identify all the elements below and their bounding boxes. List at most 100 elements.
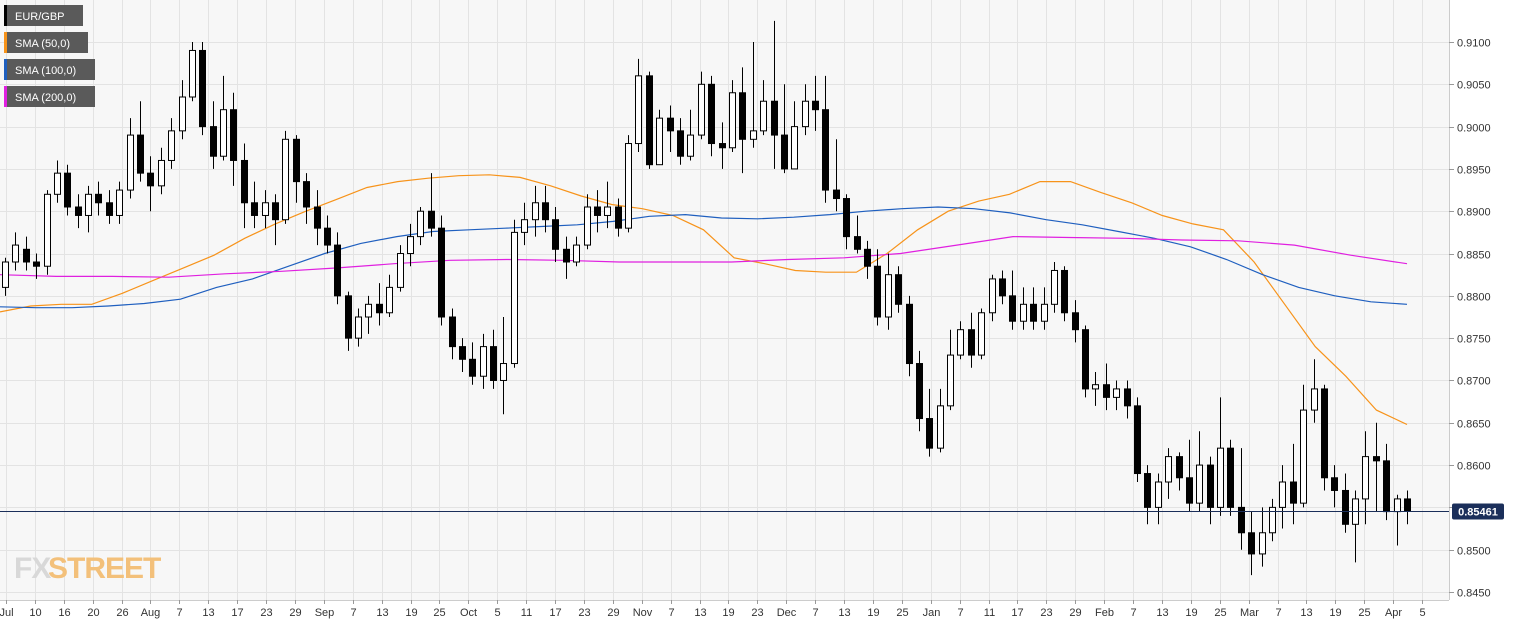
candle-body-bullish xyxy=(397,253,404,288)
candle-body-bearish xyxy=(1030,303,1037,322)
candle-body-bearish xyxy=(449,316,456,348)
legend-swatch xyxy=(4,59,7,80)
candle-body-bearish xyxy=(272,202,279,221)
candle-body-bearish xyxy=(1144,473,1151,508)
legend-label: SMA (50,0) xyxy=(15,38,70,50)
candle-body-bearish xyxy=(95,193,102,204)
candle-body-bullish xyxy=(189,49,196,98)
x-tick-label: 20 xyxy=(87,607,99,619)
candle-body-bearish xyxy=(999,278,1006,297)
candle-body-bullish xyxy=(687,134,694,157)
candle-body-bullish xyxy=(220,109,227,157)
x-tick-label: 7 xyxy=(176,607,182,619)
x-tick-label: 7 xyxy=(1275,607,1281,619)
candle-body-bearish xyxy=(781,134,788,170)
candle-body-bullish xyxy=(12,244,19,263)
candle-body-bearish xyxy=(968,329,975,356)
x-tick-label: 13 xyxy=(1156,607,1168,619)
candle-body-bullish xyxy=(1311,388,1318,411)
candle-body-bearish xyxy=(843,198,850,238)
y-tick-label: 0.9000 xyxy=(1457,123,1491,135)
candle-body-bearish xyxy=(324,227,331,246)
x-tick-label: 16 xyxy=(58,607,70,619)
candle-body-bearish xyxy=(428,210,435,229)
candle-body-bearish xyxy=(1331,477,1338,491)
candle-body-bearish xyxy=(1404,498,1411,512)
candle-body-bearish xyxy=(1207,464,1214,508)
legend-label: EUR/GBP xyxy=(15,11,65,23)
x-tick-label: 7 xyxy=(668,607,674,619)
candle-body-bullish xyxy=(179,96,186,132)
x-tick-label: 19 xyxy=(1185,607,1197,619)
x-tick-label: Feb xyxy=(1095,607,1114,619)
y-tick-label: 0.8450 xyxy=(1457,588,1491,600)
candle-body-bearish xyxy=(552,219,559,250)
x-tick-label: 19 xyxy=(867,607,879,619)
candle-body-bullish xyxy=(386,286,393,314)
candle-body-bearish xyxy=(708,83,715,145)
candle-body-bearish xyxy=(1290,481,1297,504)
candle-body-bearish xyxy=(64,172,71,208)
candle-body-bearish xyxy=(23,248,30,263)
sma-line xyxy=(0,206,1408,309)
x-tick-label: Dec xyxy=(777,607,797,619)
candle-body-bullish xyxy=(85,193,92,216)
candle-body-bearish xyxy=(210,126,217,157)
candle-body-bearish xyxy=(594,206,601,216)
candle-body-bearish xyxy=(314,206,321,229)
x-tick-label: 17 xyxy=(1011,607,1023,619)
candle-body-bearish xyxy=(490,346,497,381)
candle-body-bearish xyxy=(646,75,653,166)
y-tick-label: 0.8950 xyxy=(1457,165,1491,177)
x-tick-label: Sep xyxy=(315,607,335,619)
candle-body-bullish xyxy=(1155,481,1162,508)
candle-body-bearish xyxy=(199,49,206,128)
candle-body-bearish xyxy=(1176,456,1183,479)
x-tick-label: 26 xyxy=(116,607,128,619)
candle-body-bearish xyxy=(303,181,310,208)
x-tick-label: 7 xyxy=(957,607,963,619)
x-axis-labels: Jul 10 16 20 26 Aug 7 13 17 23 29 Sep 7 13 19 25 Oct 5 11 1… xyxy=(0,600,1426,619)
candle-body-bullish xyxy=(573,244,580,263)
candle-body-bullish xyxy=(511,231,518,365)
legend-item: SMA (50,0) xyxy=(4,32,88,53)
x-tick-label: 29 xyxy=(289,607,301,619)
x-tick-label: 25 xyxy=(1214,607,1226,619)
x-tick-label: Jul xyxy=(0,607,14,619)
candle-body-bullish xyxy=(1165,456,1172,483)
x-tick-label: 23 xyxy=(578,607,590,619)
last-price-line: 0.85461 xyxy=(0,503,1504,520)
candle-body-bearish xyxy=(563,248,570,263)
candle-body-bearish xyxy=(241,159,248,204)
x-tick-label: 13 xyxy=(694,607,706,619)
svg-text:FX: FX xyxy=(14,552,51,585)
x-tick-label: 17 xyxy=(231,607,243,619)
x-tick-label: Mar xyxy=(1240,607,1259,619)
legend-swatch xyxy=(4,86,7,107)
candle-body-bullish xyxy=(480,346,487,377)
candle-body-bearish xyxy=(1342,489,1349,525)
candle-body-bullish xyxy=(262,202,269,216)
x-tick-label: Aug xyxy=(141,607,161,619)
candle-body-bullish xyxy=(729,92,736,149)
x-tick-label: 23 xyxy=(1040,607,1052,619)
candle-body-bullish xyxy=(1279,481,1286,508)
candle-body-bullish xyxy=(791,126,798,170)
legend-item: SMA (100,0) xyxy=(4,59,95,80)
plot-background xyxy=(0,0,1449,600)
candle-body-bearish xyxy=(854,236,861,250)
candle-body-bearish xyxy=(1082,329,1089,390)
candle-body-bullish xyxy=(365,303,372,318)
candle-body-bearish xyxy=(334,244,341,297)
x-tick-label: 23 xyxy=(751,607,763,619)
candle-body-bearish xyxy=(1134,405,1141,475)
candle-body-bearish xyxy=(1373,456,1380,462)
candle-body-bullish xyxy=(168,130,175,161)
x-tick-label: 5 xyxy=(1419,607,1425,619)
candle-body-bullish xyxy=(802,100,809,128)
candle-body-bullish xyxy=(521,219,528,233)
candle-body-bullish xyxy=(584,206,591,246)
y-tick-label: 0.8800 xyxy=(1457,292,1491,304)
x-tick-label: 5 xyxy=(494,607,500,619)
